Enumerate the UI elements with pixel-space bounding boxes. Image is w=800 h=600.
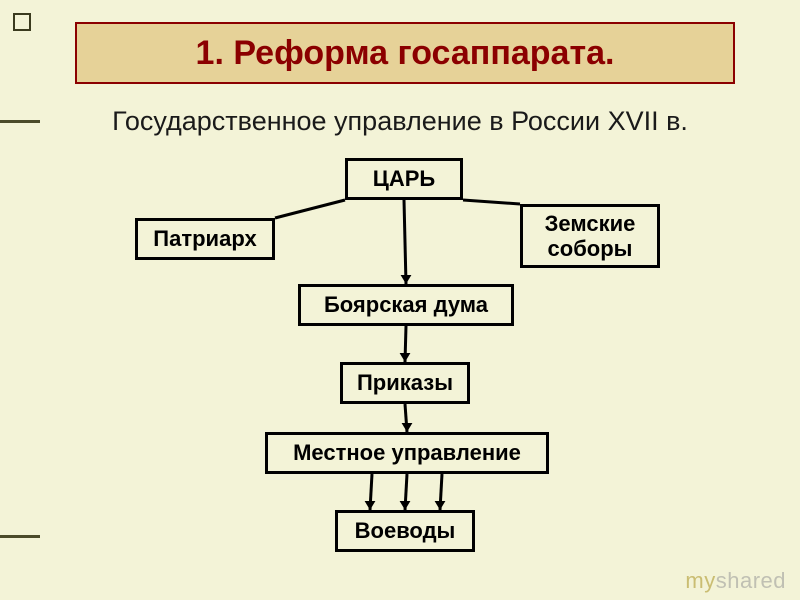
node-patriarch: Патриарх [135, 218, 275, 260]
corner-square-decor [13, 13, 31, 31]
watermark: myshared [685, 568, 786, 594]
watermark-suffix: shared [716, 568, 786, 593]
node-voevody: Воеводы [335, 510, 475, 552]
node-zemsky: Земскиесоборы [520, 204, 660, 268]
node-prikazy: Приказы [340, 362, 470, 404]
node-duma: Боярская дума [298, 284, 514, 326]
subtitle: Государственное управление в России XVII… [0, 106, 800, 137]
node-tsar: ЦАРЬ [345, 158, 463, 200]
title-text: 1. Реформа госаппарата. [196, 34, 615, 73]
decor-line-bottom [0, 535, 40, 538]
watermark-prefix: my [685, 568, 715, 593]
title-box: 1. Реформа госаппарата. [75, 22, 735, 84]
node-local: Местное управление [265, 432, 549, 474]
